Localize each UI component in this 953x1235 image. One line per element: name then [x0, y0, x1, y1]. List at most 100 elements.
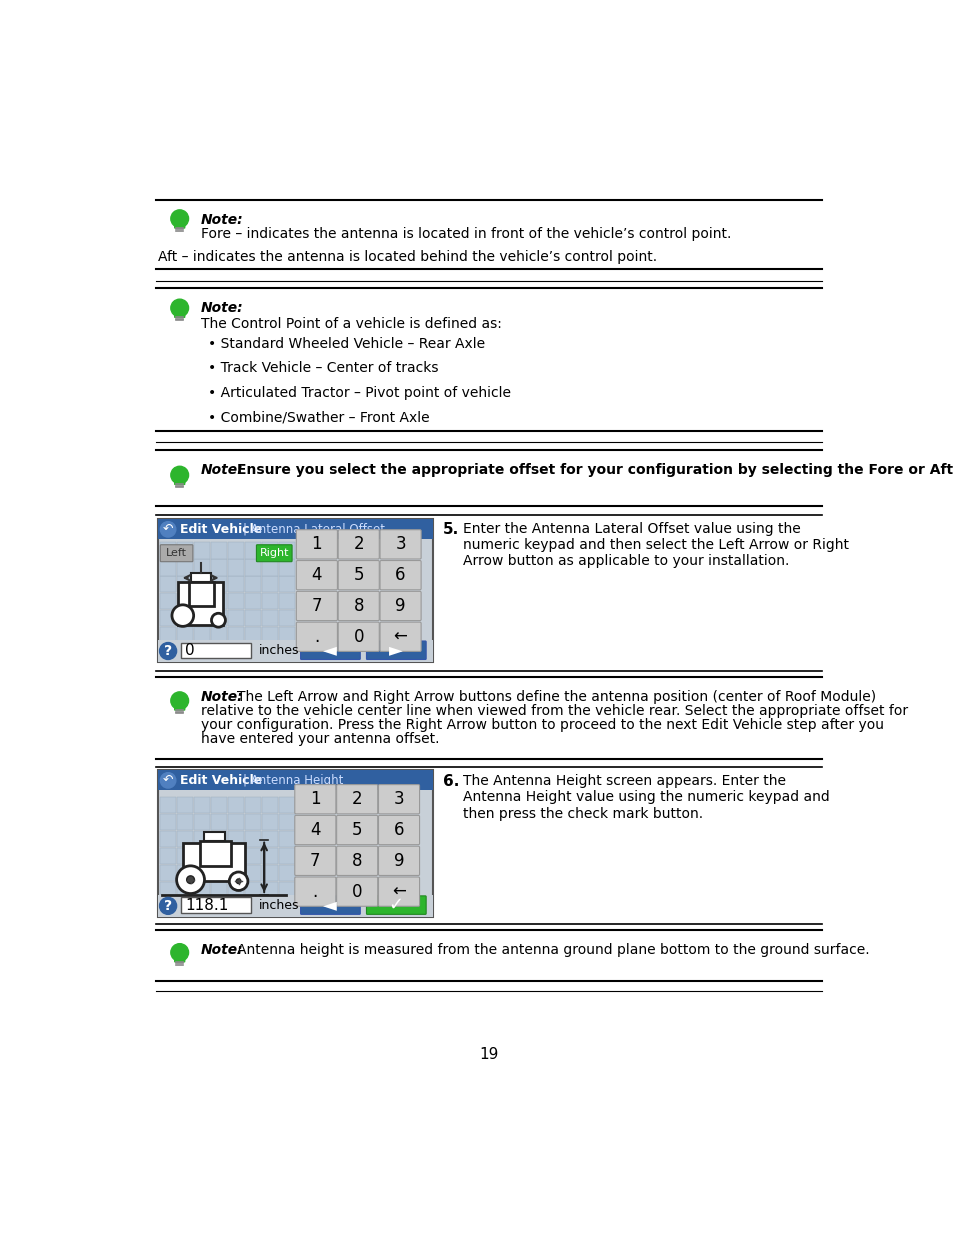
Bar	[261, 814, 278, 830]
Bar	[158, 520, 433, 662]
Text: relative to the vehicle center line when viewed from the vehicle rear. Select th: relative to the vehicle center line when…	[200, 704, 907, 718]
Text: Note:: Note:	[200, 301, 243, 315]
Bar	[245, 593, 261, 609]
FancyBboxPatch shape	[296, 592, 337, 621]
Bar	[189, 583, 213, 606]
Circle shape	[160, 521, 175, 537]
Bar	[228, 899, 244, 915]
Bar	[278, 798, 294, 814]
Text: ◄: ◄	[323, 897, 336, 914]
Bar	[278, 542, 294, 558]
Bar	[176, 610, 193, 626]
Bar	[193, 864, 210, 882]
Text: inches: inches	[258, 643, 299, 657]
Bar	[159, 645, 175, 661]
Text: Fore – indicates the antenna is located in front of the vehicle’s control point.: Fore – indicates the antenna is located …	[200, 227, 730, 241]
FancyBboxPatch shape	[379, 622, 420, 651]
Bar	[159, 848, 175, 864]
Bar	[176, 864, 193, 882]
Text: 6.: 6.	[443, 774, 459, 789]
FancyBboxPatch shape	[174, 953, 185, 962]
Bar	[228, 645, 244, 661]
FancyBboxPatch shape	[366, 895, 426, 914]
Bar	[228, 559, 244, 576]
Circle shape	[212, 614, 225, 627]
Bar	[183, 842, 245, 882]
Bar	[228, 864, 244, 882]
Bar	[278, 848, 294, 864]
FancyBboxPatch shape	[256, 545, 292, 562]
Bar	[176, 577, 193, 593]
Circle shape	[187, 876, 194, 883]
Text: 2: 2	[353, 535, 364, 553]
FancyBboxPatch shape	[294, 784, 335, 814]
Text: 2: 2	[352, 790, 362, 808]
Bar	[193, 542, 210, 558]
Bar	[211, 831, 227, 847]
Bar	[278, 864, 294, 882]
FancyBboxPatch shape	[336, 877, 377, 906]
Text: ?: ?	[164, 643, 172, 658]
Text: 1: 1	[310, 790, 320, 808]
Bar	[261, 542, 278, 558]
FancyBboxPatch shape	[366, 641, 426, 659]
Text: 3: 3	[394, 790, 404, 808]
Bar	[278, 627, 294, 643]
Bar	[261, 593, 278, 609]
Bar	[193, 882, 210, 898]
Text: 7: 7	[312, 597, 322, 615]
Bar	[176, 593, 193, 609]
Bar	[176, 798, 193, 814]
Bar	[176, 645, 193, 661]
Bar	[211, 798, 227, 814]
FancyBboxPatch shape	[336, 846, 377, 876]
Bar	[228, 882, 244, 898]
Circle shape	[171, 299, 189, 317]
Bar	[178, 583, 223, 625]
Bar	[158, 771, 433, 916]
Bar	[261, 899, 278, 915]
Bar	[211, 593, 227, 609]
Bar	[159, 814, 175, 830]
Bar	[176, 899, 193, 915]
Bar	[261, 798, 278, 814]
FancyBboxPatch shape	[174, 220, 185, 228]
Bar	[211, 814, 227, 830]
FancyBboxPatch shape	[300, 895, 360, 914]
Text: | Antenna Height: | Antenna Height	[243, 774, 343, 787]
Text: 4: 4	[312, 566, 322, 584]
Bar	[193, 559, 210, 576]
Text: 6: 6	[395, 566, 405, 584]
Circle shape	[159, 642, 176, 659]
Bar	[261, 610, 278, 626]
Bar	[228, 848, 244, 864]
Bar	[159, 831, 175, 847]
Text: 0: 0	[352, 883, 362, 900]
FancyBboxPatch shape	[296, 622, 337, 651]
Circle shape	[171, 210, 189, 227]
Circle shape	[229, 872, 248, 890]
Text: .: .	[314, 627, 319, 646]
Bar	[211, 645, 227, 661]
Text: 9: 9	[394, 852, 404, 869]
FancyBboxPatch shape	[296, 530, 337, 559]
Text: The Control Point of a vehicle is defined as:: The Control Point of a vehicle is define…	[200, 317, 501, 331]
Bar	[158, 640, 433, 662]
Text: Antenna height is measured from the antenna ground plane bottom to the ground su: Antenna height is measured from the ante…	[236, 942, 869, 957]
Bar	[159, 559, 175, 576]
Bar	[193, 899, 210, 915]
Bar	[245, 899, 261, 915]
Text: ◄: ◄	[323, 641, 336, 659]
Bar	[245, 831, 261, 847]
Bar	[261, 882, 278, 898]
Text: 0: 0	[354, 627, 364, 646]
FancyBboxPatch shape	[379, 530, 420, 559]
Bar	[261, 848, 278, 864]
Bar	[193, 610, 210, 626]
Text: ←: ←	[392, 883, 406, 900]
FancyBboxPatch shape	[300, 641, 360, 659]
Circle shape	[160, 773, 175, 788]
Text: 1: 1	[312, 535, 322, 553]
Text: Edit Vehicle: Edit Vehicle	[179, 774, 262, 787]
Bar	[245, 610, 261, 626]
